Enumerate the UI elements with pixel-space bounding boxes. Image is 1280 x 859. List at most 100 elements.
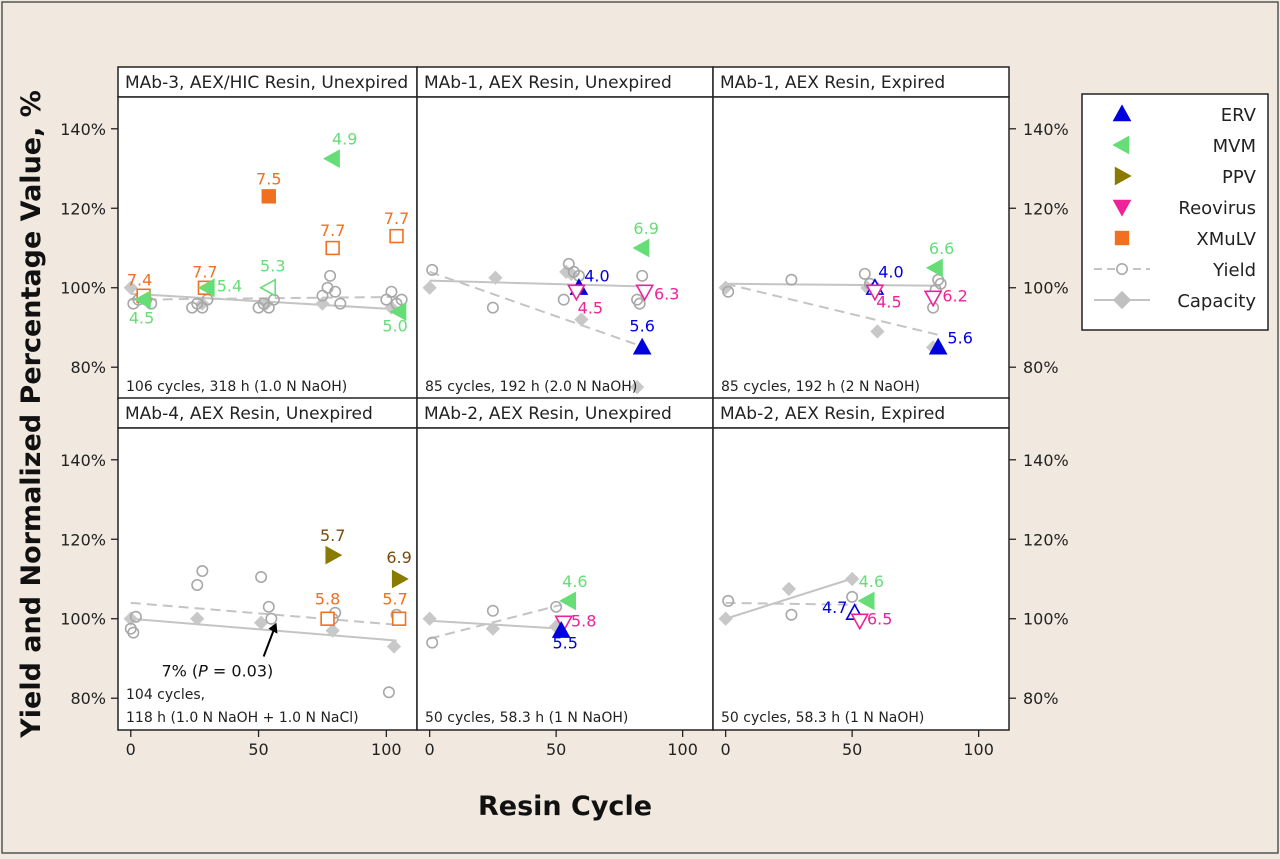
capacity-point — [325, 623, 340, 638]
annotation-arrow-head — [268, 622, 278, 634]
capacity-point — [781, 581, 797, 597]
panel-6: MAb-2, AEX Resin, Expired 4.6 4.7 6.5 50 cyc… — [712, 397, 1069, 759]
capacity-point — [422, 280, 437, 295]
virus-point-mvm — [925, 258, 943, 278]
x-tick-label: 50 — [546, 740, 566, 759]
panel-title: MAb-1, AEX Resin, Expired — [720, 73, 945, 93]
yield-trend-line — [725, 282, 941, 337]
yield-trend-line — [429, 270, 646, 349]
virus-point-xmulv — [391, 611, 407, 626]
yield-point — [486, 604, 499, 617]
virus-point-ppv — [391, 569, 409, 589]
virus-point-erv — [928, 337, 948, 355]
yield-point — [255, 571, 268, 584]
yield-point — [722, 594, 735, 607]
legend-label: MVM — [1213, 136, 1256, 157]
virus-lrv-label: 4.0 — [878, 263, 903, 282]
legend-label: PPV — [1222, 167, 1257, 188]
virus-lrv-label: 4.5 — [578, 299, 603, 318]
legend-label: XMuLV — [1196, 229, 1256, 250]
legend-marker-reovirus — [1112, 199, 1132, 217]
capacity-point — [253, 615, 269, 630]
panel-title: MAb-2, AEX Resin, Unexpired — [424, 404, 672, 424]
virus-point-reovirus — [850, 613, 870, 631]
virus-lrv-label: 4.5 — [129, 309, 154, 328]
legend-item-erv: ERV — [1112, 104, 1257, 126]
virus-point-mvm — [197, 278, 215, 298]
legend-marker-mvm — [1112, 135, 1130, 155]
yield-point — [129, 610, 142, 623]
panel-5: MAb-2, AEX Resin, Unexpired 4.6 5.8 5.5 50 c… — [416, 397, 714, 759]
y-tick-label-left: 80% — [70, 358, 106, 377]
legend-item-reovirus: Reovirus — [1112, 198, 1256, 219]
virus-point-mvm — [259, 278, 276, 298]
panel-footnote: 118 h (1.0 N NaOH + 1.0 N NaCl) — [126, 710, 359, 726]
virus-lrv-label: 5.3 — [260, 257, 285, 276]
x-tick-label: 100 — [371, 740, 402, 759]
virus-point-erv — [632, 337, 652, 355]
panel-title: MAb-3, AEX/HIC Resin, Unexpired — [125, 73, 408, 93]
y-tick-label-left: 140% — [60, 120, 106, 139]
virus-point-mvm — [559, 591, 576, 611]
panel-title-box — [416, 66, 714, 98]
legend-item-mvm: MVM — [1112, 135, 1256, 157]
legend-label: ERV — [1221, 105, 1257, 126]
capacity-point — [574, 312, 589, 327]
yield-point — [426, 636, 439, 649]
yield-trend-line — [725, 601, 858, 606]
y-tick-label-right: 140% — [1023, 120, 1069, 139]
y-tick-label-left: 100% — [60, 610, 106, 629]
yield-point — [329, 285, 342, 298]
yield-point — [385, 285, 398, 298]
virus-point-reovirus — [554, 615, 574, 633]
panel-footnote: 50 cycles, 58.3 h (1 N NaOH) — [721, 710, 924, 726]
yield-point — [785, 608, 798, 621]
legend-item-ppv: PPV — [1114, 166, 1257, 188]
yield-point — [858, 267, 871, 280]
virus-point-reovirus — [567, 284, 586, 302]
yield-trend-line — [130, 601, 397, 626]
legend-marker-capacity — [1112, 290, 1132, 310]
virus-point-erv — [551, 621, 571, 638]
y-tick-label-right: 100% — [1023, 610, 1069, 629]
virus-point-reovirus — [865, 284, 885, 302]
x-tick-label: 100 — [667, 740, 698, 759]
virus-lrv-label: 5.7 — [382, 590, 407, 609]
yield-point — [127, 626, 140, 639]
capacity-point — [870, 324, 885, 339]
x-tick-label: 100 — [963, 740, 994, 759]
panel-3: MAb-1, AEX Resin, Expired 4.0 4.5 6.6 6.2 5.6… — [712, 66, 1069, 400]
trend-significance-annotation: 7% (P = 0.03) — [161, 661, 273, 680]
x-tick-label: 0 — [126, 740, 136, 759]
panel-plot-area — [117, 427, 418, 731]
capacity-point — [386, 639, 402, 654]
yield-point — [262, 600, 275, 613]
virus-point-reovirus — [635, 284, 655, 302]
virus-point-xmulv — [389, 228, 404, 244]
yield-point — [636, 269, 649, 282]
x-tick-label: 0 — [721, 740, 731, 759]
yield-point — [334, 297, 347, 310]
capacity-point — [845, 571, 860, 587]
y-tick-label-right: 80% — [1023, 358, 1059, 377]
capacity-point — [422, 611, 437, 626]
x-axis-title: Resin Cycle — [478, 791, 652, 822]
panel-footnote: 85 cycles, 192 h (2.0 N NaOH) — [425, 379, 637, 395]
virus-lrv-label: 6.9 — [386, 548, 411, 567]
virus-lrv-label: 5.8 — [571, 612, 596, 631]
legend-label: Reovirus — [1178, 198, 1256, 219]
yield-point — [426, 263, 439, 276]
yield-point — [785, 273, 798, 286]
legend-marker-ppv — [1114, 166, 1132, 186]
panel-title: MAb-2, AEX Resin, Expired — [720, 404, 945, 424]
virus-lrv-label: 7.4 — [127, 271, 152, 290]
capacity-point — [629, 379, 645, 395]
y-tick-label-right: 80% — [1023, 689, 1059, 708]
legend-marker-yield — [1116, 262, 1129, 275]
yield-point — [633, 297, 646, 310]
y-tick-label-right: 120% — [1023, 530, 1069, 549]
virus-lrv-label: 4.9 — [332, 130, 357, 149]
virus-lrv-label: 7.7 — [320, 221, 345, 240]
